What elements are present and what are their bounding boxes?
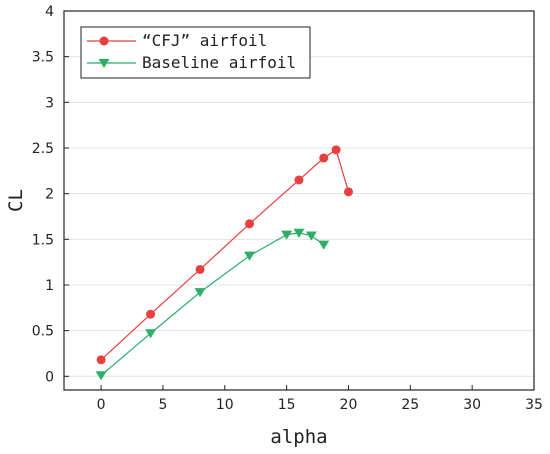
data-point xyxy=(331,145,341,155)
plot-frame xyxy=(63,10,535,391)
data-point xyxy=(318,240,330,250)
legend-marker xyxy=(98,58,110,68)
data-point xyxy=(343,187,353,197)
series-layer xyxy=(95,145,353,381)
x-tick-label: 20 xyxy=(340,397,358,413)
data-point xyxy=(244,251,256,261)
data-point xyxy=(146,309,156,319)
y-tick-label: 2.5 xyxy=(32,141,54,157)
x-tick-label: 30 xyxy=(463,397,481,413)
axis-ticks: 0 0.5 1 1.5 2 2.5 3 3.5 4 0 5 10 15 20 25 30 35 xyxy=(32,4,543,413)
series-line xyxy=(100,232,325,376)
y-tick-label: 1 xyxy=(45,278,54,294)
y-axis-title: CL xyxy=(5,189,27,212)
legend-item: “CFJ” airfoil xyxy=(87,31,267,50)
legend-item: Baseline airfoil xyxy=(87,53,296,72)
legend-box xyxy=(80,26,311,79)
legend: “CFJ” airfoil Baseline airfoil xyxy=(80,26,311,79)
y-tick-label: 2 xyxy=(45,187,54,203)
x-tick-label: 35 xyxy=(525,397,543,413)
series-1 xyxy=(96,145,353,365)
legend-label: “CFJ” airfoil xyxy=(142,31,267,50)
series-line xyxy=(100,148,350,361)
y-tick-label: 0.5 xyxy=(32,324,54,340)
data-point xyxy=(95,371,107,381)
x-tick-label: 0 xyxy=(97,397,106,413)
data-point xyxy=(319,153,329,163)
legend-items: “CFJ” airfoil Baseline airfoil xyxy=(87,31,296,72)
y-tick-label: 1.5 xyxy=(32,232,54,248)
x-tick-label: 10 xyxy=(216,397,234,413)
x-axis-title: alpha xyxy=(270,426,327,448)
data-point xyxy=(305,231,317,241)
y-tick-label: 4 xyxy=(45,4,54,20)
x-tick-label: 15 xyxy=(278,397,296,413)
x-tick-label: 25 xyxy=(401,397,419,413)
x-tick-label: 5 xyxy=(158,397,167,413)
legend-marker xyxy=(99,36,109,46)
y-tick-label: 0 xyxy=(45,369,54,385)
y-tick-label: 3 xyxy=(45,95,54,111)
data-point xyxy=(195,264,205,274)
data-point xyxy=(245,219,255,229)
data-point xyxy=(194,288,206,298)
data-point xyxy=(281,230,293,240)
series-2 xyxy=(95,228,330,381)
y-tick-label: 3.5 xyxy=(32,50,54,66)
data-point xyxy=(293,228,305,238)
legend-label: Baseline airfoil xyxy=(142,53,296,72)
data-point xyxy=(145,329,157,339)
data-point xyxy=(96,355,106,365)
data-point xyxy=(294,175,304,185)
